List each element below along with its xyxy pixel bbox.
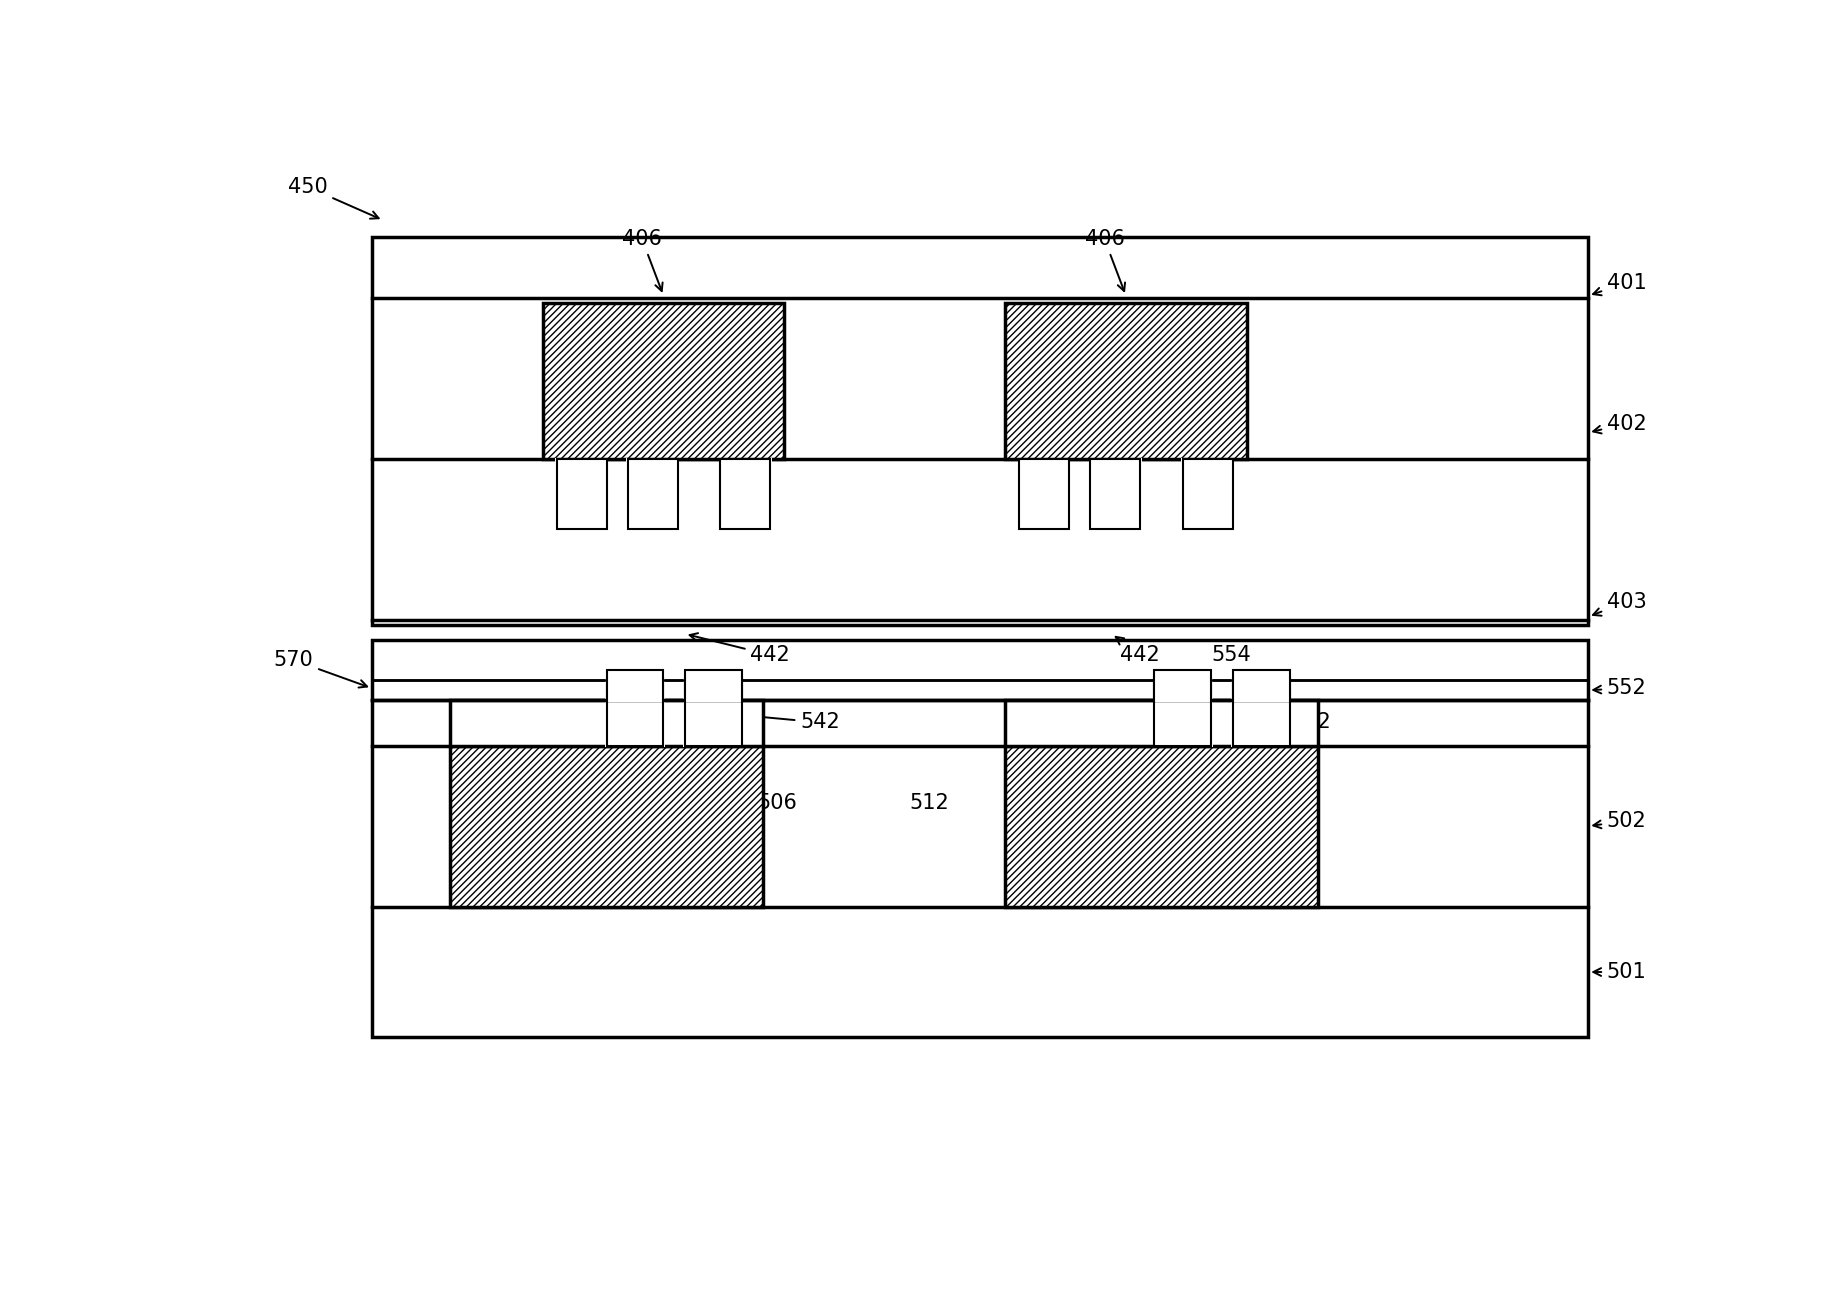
Bar — [1089, 457, 1142, 540]
Bar — [1232, 670, 1289, 745]
Bar — [1232, 678, 1289, 702]
Bar — [1232, 669, 1291, 746]
Bar — [1017, 457, 1070, 540]
Text: 570: 570 — [274, 650, 367, 687]
Text: 501: 501 — [1594, 962, 1647, 982]
Bar — [606, 670, 663, 745]
Bar — [1091, 459, 1140, 529]
Text: 403: 403 — [1594, 592, 1647, 616]
Bar — [1155, 670, 1212, 745]
Bar — [556, 459, 606, 529]
Bar — [606, 669, 665, 746]
Bar — [1004, 701, 1318, 745]
Bar — [1004, 303, 1247, 459]
Bar — [1004, 745, 1318, 907]
Bar — [626, 457, 679, 540]
Bar — [720, 459, 771, 529]
Text: 552: 552 — [1594, 678, 1647, 698]
Text: 406: 406 — [622, 229, 663, 291]
Text: 406: 406 — [1085, 229, 1125, 291]
Bar — [373, 640, 1588, 1038]
Text: 506: 506 — [1124, 793, 1217, 821]
Bar — [685, 678, 742, 702]
Text: 542: 542 — [749, 712, 839, 732]
Text: 401: 401 — [1594, 273, 1647, 295]
Bar — [554, 457, 608, 540]
Bar — [685, 670, 742, 745]
Bar — [450, 701, 764, 745]
Bar — [373, 238, 1588, 625]
Text: 506: 506 — [676, 793, 797, 821]
Bar — [1153, 669, 1214, 746]
Bar — [1019, 459, 1069, 529]
Text: 442: 442 — [690, 633, 789, 665]
Bar — [628, 459, 677, 529]
Text: 512: 512 — [909, 793, 949, 813]
Bar — [1181, 457, 1234, 540]
Text: 442: 442 — [1116, 637, 1160, 665]
Text: 542: 542 — [1245, 712, 1331, 732]
Bar — [1182, 459, 1232, 529]
Bar — [720, 457, 771, 540]
Bar — [683, 669, 744, 746]
Text: 554: 554 — [1212, 644, 1250, 665]
Bar — [450, 745, 764, 907]
Bar — [543, 303, 784, 459]
Text: 450: 450 — [288, 176, 378, 218]
Text: 502: 502 — [1594, 812, 1647, 831]
Text: 402: 402 — [1594, 413, 1647, 434]
Bar — [1155, 678, 1212, 702]
Bar — [606, 678, 663, 702]
